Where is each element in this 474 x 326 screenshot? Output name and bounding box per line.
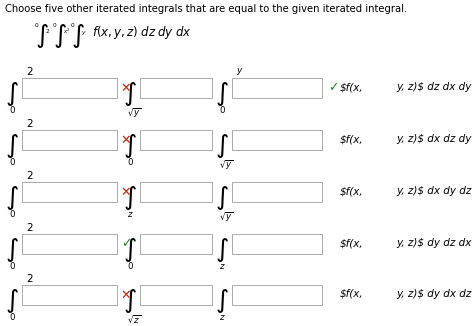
Bar <box>232 234 322 254</box>
Text: $\int$: $\int$ <box>123 132 137 160</box>
Text: $f(x,: $f(x, <box>340 289 364 299</box>
Bar <box>22 78 117 98</box>
Text: 0: 0 <box>127 158 133 167</box>
Text: 0: 0 <box>9 262 15 271</box>
Text: $\int$: $\int$ <box>123 236 137 264</box>
Bar <box>22 182 117 202</box>
Text: 2: 2 <box>26 274 33 284</box>
Text: $\sqrt{y}$: $\sqrt{y}$ <box>219 158 234 171</box>
Text: $\int$: $\int$ <box>5 287 19 315</box>
Text: $_0$: $_0$ <box>34 21 39 30</box>
Text: y, z)$ dy dx dz: y, z)$ dy dx dz <box>396 289 471 299</box>
Text: $\sqrt{y}$: $\sqrt{y}$ <box>219 210 234 224</box>
Text: $\sqrt{z}$: $\sqrt{z}$ <box>127 313 141 325</box>
Bar <box>232 285 322 305</box>
Text: $^y$: $^y$ <box>81 29 87 38</box>
Text: $_0$: $_0$ <box>70 21 75 30</box>
Text: ✓: ✓ <box>328 82 338 95</box>
Text: 0: 0 <box>219 106 225 115</box>
Text: $z$: $z$ <box>219 313 226 322</box>
Bar <box>22 130 117 150</box>
Text: y, z)$ dx dz dy: y, z)$ dx dz dy <box>396 134 471 144</box>
Text: $^{x^2}$: $^{x^2}$ <box>63 29 71 38</box>
Text: $\int$: $\int$ <box>123 80 137 108</box>
Text: y, z)$ dz dx dy: y, z)$ dz dx dy <box>396 82 471 92</box>
Text: $f(x,: $f(x, <box>340 238 364 248</box>
Text: 2: 2 <box>26 223 33 233</box>
Text: 0: 0 <box>9 313 15 322</box>
Text: $\int$: $\int$ <box>215 236 229 264</box>
Text: ✕: ✕ <box>121 82 131 95</box>
Text: $z$: $z$ <box>219 262 226 271</box>
Text: $\int$: $\int$ <box>5 132 19 160</box>
Bar <box>140 182 212 202</box>
Text: $f(x,: $f(x, <box>340 134 364 144</box>
Text: 2: 2 <box>26 67 33 77</box>
Text: $\int$: $\int$ <box>35 22 49 50</box>
Text: $y$: $y$ <box>236 66 244 77</box>
Text: $\int$: $\int$ <box>215 132 229 160</box>
Text: ✕: ✕ <box>121 134 131 146</box>
Bar <box>140 234 212 254</box>
Text: $_0$: $_0$ <box>52 21 57 30</box>
Text: ✕: ✕ <box>121 289 131 302</box>
Text: $z$: $z$ <box>127 210 134 219</box>
Bar <box>232 78 322 98</box>
Text: 0: 0 <box>9 158 15 167</box>
Text: 2: 2 <box>26 171 33 181</box>
Text: $\int$: $\int$ <box>5 236 19 264</box>
Text: $\sqrt{y}$: $\sqrt{y}$ <box>127 106 142 120</box>
Text: ✕: ✕ <box>121 185 131 199</box>
Bar <box>22 285 117 305</box>
Text: y, z)$ dx dy dz: y, z)$ dx dy dz <box>396 186 471 196</box>
Bar <box>140 78 212 98</box>
Bar <box>232 130 322 150</box>
Text: $\int$: $\int$ <box>71 22 85 50</box>
Text: $\int$: $\int$ <box>53 22 67 50</box>
Bar <box>140 130 212 150</box>
Text: $\int$: $\int$ <box>123 184 137 212</box>
Text: $\int$: $\int$ <box>5 184 19 212</box>
Text: 0: 0 <box>9 106 15 115</box>
Text: 0: 0 <box>9 210 15 219</box>
Bar <box>140 285 212 305</box>
Text: $\int$: $\int$ <box>5 80 19 108</box>
Text: $\int$: $\int$ <box>215 184 229 212</box>
Text: $f(x,: $f(x, <box>340 186 364 196</box>
Text: 0: 0 <box>127 262 133 271</box>
Bar <box>232 182 322 202</box>
Text: y, z)$ dy dz dx: y, z)$ dy dz dx <box>396 238 471 248</box>
Text: $\int$: $\int$ <box>123 287 137 315</box>
Text: ✓: ✓ <box>121 238 131 250</box>
Text: $f(x, y, z)\; dz\; dy\; dx$: $f(x, y, z)\; dz\; dy\; dx$ <box>92 24 191 41</box>
Text: 2: 2 <box>26 119 33 129</box>
Text: Choose five other iterated integrals that are equal to the given iterated integr: Choose five other iterated integrals tha… <box>5 4 407 14</box>
Text: $\int$: $\int$ <box>215 80 229 108</box>
Text: $^2$: $^2$ <box>45 29 50 38</box>
Text: $\int$: $\int$ <box>215 287 229 315</box>
Text: $f(x,: $f(x, <box>340 82 364 92</box>
Bar <box>22 234 117 254</box>
